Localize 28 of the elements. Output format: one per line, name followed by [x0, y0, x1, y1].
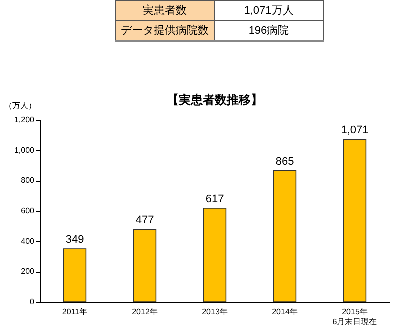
- text: データ提供病院数: [116, 20, 214, 41]
- y-tick-label: 200: [21, 267, 36, 276]
- y-axis-title: （万人）: [4, 102, 36, 110]
- y-tick-label: 1,000: [14, 146, 36, 155]
- data-label: 349: [66, 234, 84, 246]
- bar: [63, 248, 87, 302]
- data-label: 865: [276, 156, 294, 168]
- x-tick-label: 2012年: [132, 308, 158, 316]
- chart-title: 【実患者数推移】: [166, 92, 264, 109]
- text: 1,071万人: [214, 0, 324, 20]
- data-label: 617: [206, 193, 224, 206]
- x-tick-label: 2011年: [62, 308, 88, 316]
- data-label: 477: [136, 214, 154, 227]
- y-tick-label: 800: [21, 176, 36, 186]
- bar: [133, 229, 157, 302]
- bar: [203, 208, 227, 302]
- x-tick-label: 2015年 6月末日現在: [332, 308, 378, 326]
- text: 196病院: [214, 20, 324, 41]
- x-tick-label: 2014年: [272, 308, 298, 316]
- bar: [343, 139, 367, 302]
- x-tick-label: 2013年: [202, 308, 228, 316]
- y-tick-label: 0: [30, 298, 36, 306]
- y-tick-label: 600: [21, 206, 36, 216]
- y-tick-label: 1,200: [14, 116, 36, 124]
- y-tick-label: 400: [21, 236, 36, 246]
- data-label: 1,071: [341, 124, 369, 137]
- text: 実患者数: [116, 0, 214, 20]
- bar: [273, 170, 297, 302]
